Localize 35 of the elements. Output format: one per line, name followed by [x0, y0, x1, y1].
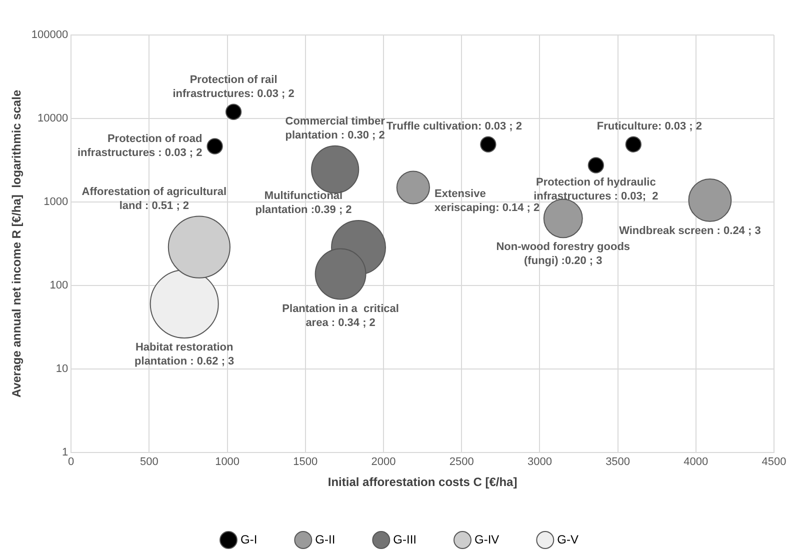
x-axis-title: Initial afforestation costs C [€/ha]	[328, 475, 518, 490]
x-tick-label: 1000	[215, 456, 240, 468]
data-label: Fruticulture: 0.03 ; 2	[596, 120, 702, 132]
data-label: Non-wood forestry goods (fungi) :0.20 ; 3	[496, 241, 630, 268]
x-tick-label: 3500	[606, 456, 630, 468]
legend-label: G-I	[240, 532, 258, 546]
legend-label: G-II	[315, 532, 336, 546]
data-label: Protection of rail infrastructures: 0.03 ; 2	[172, 74, 294, 100]
y-tick-label: 1000	[44, 196, 68, 208]
data-label: Truffle cultivation: 0.03 ; 2	[386, 120, 522, 132]
y-tick-label: 100000	[31, 29, 68, 42]
data-label: Multifunctional plantation :0.39 ; 2	[255, 190, 352, 216]
x-tick-label: 0	[68, 456, 74, 468]
x-tick-label: 2500	[449, 456, 474, 468]
data-label: Plantation in a critical area : 0.34 ; 2	[282, 302, 399, 329]
y-axis-title: Average annual net income R [€/ha] logarithmic scale	[10, 90, 24, 398]
x-tick-label: 3000	[527, 456, 552, 468]
y-tick-label: 10	[56, 362, 68, 375]
y-tick-label: 10000	[38, 112, 68, 125]
legend-label: G-III	[393, 532, 417, 546]
data-label: Afforestation of agricultural land : 0.51 ; 2	[82, 186, 227, 212]
data-label: Windbreak screen : 0.24 ; 3	[619, 224, 761, 237]
y-tick-label: 100	[50, 279, 68, 292]
data-label: Protection of hydraulic infrastructures : 0.03; 2	[534, 176, 658, 202]
legend-label: G-V	[557, 532, 579, 546]
x-tick-label: 4500	[762, 456, 786, 468]
x-tick-label: 2000	[371, 456, 396, 468]
x-tick-label: 4000	[684, 456, 708, 468]
y-tick-label: 1	[62, 446, 68, 458]
data-label: Protection of road infrastructures : 0.03 ; 2	[77, 132, 202, 159]
data-label: Commercial timber plantation : 0.30 ; 2	[285, 115, 386, 142]
data-label: Habitat restoration plantation : 0.62 ; 3	[134, 341, 234, 368]
x-tick-label: 500	[140, 456, 158, 468]
x-tick-label: 1500	[293, 456, 318, 468]
legend-label: G-IV	[474, 532, 500, 546]
